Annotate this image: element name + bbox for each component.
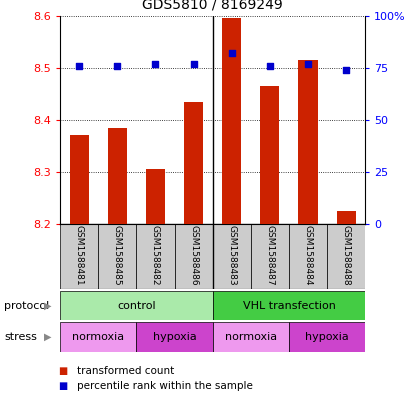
Point: [228, 50, 235, 56]
Text: stress: stress: [4, 332, 37, 342]
Text: transformed count: transformed count: [77, 365, 174, 376]
Text: ▶: ▶: [44, 332, 51, 342]
Text: protocol: protocol: [4, 301, 49, 310]
Bar: [222, 18, 241, 224]
Bar: [60, 291, 212, 320]
Text: GSM1588482: GSM1588482: [151, 225, 160, 285]
Text: GSM1588485: GSM1588485: [113, 225, 122, 285]
Bar: [108, 128, 127, 224]
Text: VHL transfection: VHL transfection: [242, 301, 335, 310]
Text: GSM1588487: GSM1588487: [265, 225, 274, 285]
Text: normoxia: normoxia: [225, 332, 277, 342]
Text: GSM1588481: GSM1588481: [75, 225, 84, 285]
Bar: [60, 224, 98, 289]
Text: ▶: ▶: [44, 301, 51, 310]
Bar: [260, 86, 279, 224]
Text: ■: ■: [58, 381, 67, 391]
Bar: [184, 102, 203, 224]
Text: percentile rank within the sample: percentile rank within the sample: [77, 381, 253, 391]
Bar: [298, 60, 317, 224]
Bar: [327, 224, 365, 289]
Text: GSM1588484: GSM1588484: [303, 225, 312, 285]
Bar: [137, 224, 175, 289]
Bar: [175, 224, 213, 289]
Bar: [337, 211, 356, 224]
Text: GSM1588483: GSM1588483: [227, 225, 236, 285]
Text: GSM1588486: GSM1588486: [189, 225, 198, 285]
Point: [114, 62, 121, 69]
Point: [305, 61, 311, 67]
Text: GSM1588488: GSM1588488: [342, 225, 351, 285]
Point: [266, 62, 273, 69]
Text: control: control: [117, 301, 156, 310]
Bar: [289, 224, 327, 289]
Bar: [251, 224, 289, 289]
Bar: [70, 136, 89, 224]
Bar: [137, 322, 212, 352]
Point: [343, 67, 349, 73]
Bar: [98, 224, 137, 289]
Text: normoxia: normoxia: [72, 332, 124, 342]
Title: GDS5810 / 8169249: GDS5810 / 8169249: [142, 0, 283, 12]
Bar: [212, 224, 251, 289]
Point: [190, 61, 197, 67]
Bar: [60, 322, 137, 352]
Point: [76, 62, 83, 69]
Bar: [212, 291, 365, 320]
Point: [152, 61, 159, 67]
Bar: [146, 169, 165, 224]
Bar: [212, 322, 289, 352]
Text: hypoxia: hypoxia: [153, 332, 196, 342]
Text: hypoxia: hypoxia: [305, 332, 349, 342]
Bar: [289, 322, 365, 352]
Text: ■: ■: [58, 365, 67, 376]
